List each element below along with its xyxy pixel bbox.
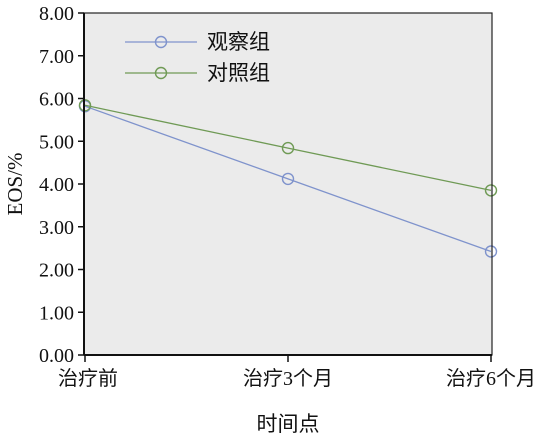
y-tick-label-4: 4.00	[39, 174, 74, 196]
legend-label-1: 观察组	[207, 30, 270, 54]
y-tick-label-6: 6.00	[39, 89, 74, 111]
y-tick-label-7: 7.00	[39, 46, 74, 68]
legend-label-2: 对照组	[207, 61, 270, 85]
legend-marker-2	[154, 66, 168, 80]
x-axis-title: 时间点	[257, 412, 320, 436]
y-tick-label-3: 3.00	[39, 217, 74, 239]
x-tick-label-1: 治疗3个月	[243, 367, 333, 390]
x-tick-label-2: 治疗6个月	[446, 367, 536, 390]
y-tick-label-2: 2.00	[39, 260, 74, 282]
y-axis-title: EOS/%	[3, 153, 27, 216]
data-point-s1-2	[281, 172, 295, 186]
data-point-s2-2	[281, 141, 295, 155]
y-tick-label-0: 0.00	[39, 345, 74, 367]
axes: 0.00 1.00 2.00 3.00 4.00 5.00 6.00 7.00 8.00 治疗前 治…	[39, 3, 536, 390]
data-point-s1-3	[484, 245, 498, 258]
legend-marker-1	[154, 35, 168, 49]
y-tick-label-5: 5.00	[39, 131, 74, 153]
series-line-2	[84, 104, 492, 192]
y-tick-label-1: 1.00	[39, 302, 74, 324]
series-line-1	[84, 105, 492, 253]
y-tick-label-8: 8.00	[39, 3, 74, 25]
x-tick-label-0: 治疗前	[58, 367, 118, 390]
data-point-s2-3	[484, 184, 498, 197]
